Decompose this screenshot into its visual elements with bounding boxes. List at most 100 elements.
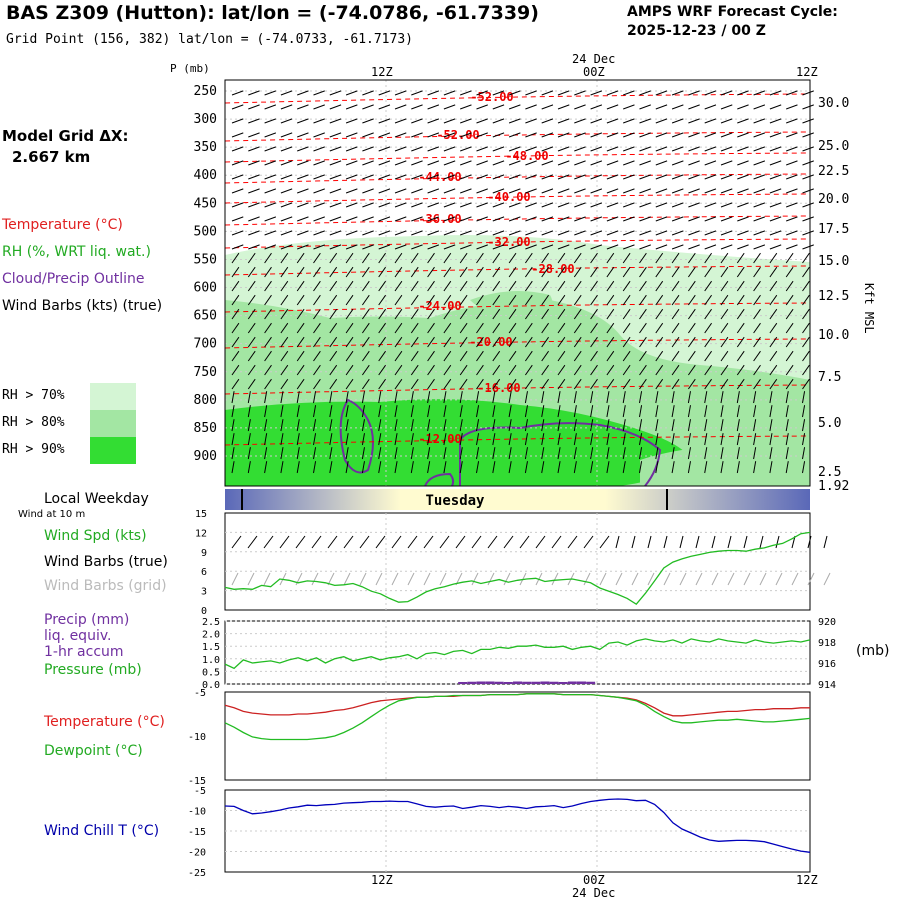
- wind-barb: [524, 294, 533, 306]
- wind-barb: [410, 336, 419, 348]
- surface-wind-barb: [295, 535, 306, 549]
- grid-wind-barb: [727, 572, 735, 586]
- wind-barb: [443, 104, 456, 110]
- wind-barb: [590, 160, 603, 166]
- wind-barb: [264, 308, 272, 320]
- wind-barb: [508, 280, 517, 292]
- wind-barb: [590, 252, 598, 264]
- wind-barb: [737, 160, 749, 166]
- wind-barb: [492, 405, 496, 418]
- wind-barb: [737, 216, 749, 222]
- wind-barb: [639, 244, 651, 250]
- wind-barb: [786, 104, 798, 110]
- wind-barb: [345, 405, 349, 418]
- wind-barb: [704, 118, 717, 124]
- wind-barb: [623, 90, 635, 96]
- wind-barb: [280, 433, 284, 446]
- wind-barb: [329, 118, 342, 124]
- wind-barb: [639, 419, 643, 432]
- wind-barb: [623, 202, 635, 208]
- wind-barb: [557, 433, 561, 446]
- wind-barb: [313, 378, 321, 390]
- wind-barb: [427, 433, 431, 446]
- wind-barb: [753, 447, 757, 460]
- wind-barb: [590, 419, 594, 432]
- wind-barb: [606, 244, 619, 250]
- wind-barb: [541, 118, 554, 124]
- wind-barb: [639, 146, 651, 152]
- wind-barb: [655, 132, 668, 138]
- wind-barb: [655, 146, 668, 152]
- wind-barb: [329, 146, 342, 152]
- wind-barb: [557, 174, 570, 180]
- wind-barb: [802, 378, 810, 390]
- wind-barb: [296, 391, 300, 404]
- wind-barb: [671, 266, 680, 278]
- wind-barb: [394, 132, 407, 138]
- wind-barb: [248, 244, 260, 250]
- wind-barb: [296, 419, 300, 432]
- wind-barb: [492, 118, 505, 124]
- legend-swatch-rh70: [90, 383, 136, 410]
- wind-barb: [541, 350, 549, 362]
- wind-barb: [476, 391, 480, 404]
- wind-barb: [231, 378, 240, 390]
- temperature-contour-label: -36.00: [418, 212, 461, 226]
- wind-barb: [606, 391, 610, 404]
- wind-barb: [525, 230, 537, 236]
- surface-wind-barb: [263, 535, 274, 549]
- wind-barb: [802, 461, 806, 474]
- wind-barb: [557, 405, 561, 418]
- label-wind-spd: Wind Spd (kts): [44, 528, 147, 544]
- wind-barb: [622, 294, 631, 306]
- wind-barb: [639, 104, 651, 110]
- wind-barb: [524, 405, 528, 418]
- wind-barb: [785, 405, 789, 418]
- wind-barb: [753, 174, 766, 180]
- wind-barb: [524, 419, 528, 432]
- wind-barb: [361, 461, 365, 474]
- wind-barb: [541, 104, 554, 110]
- cloud-outline-2: [459, 422, 662, 487]
- wind-barb: [296, 252, 305, 264]
- wind-barb: [280, 202, 293, 208]
- height-tick-label: 25.0: [818, 139, 849, 154]
- wind-barb: [557, 294, 566, 306]
- wind-barb: [655, 174, 668, 180]
- wind-barb: [671, 132, 684, 138]
- wind-barb: [639, 188, 651, 194]
- wind-barb: [313, 104, 325, 110]
- wind-barb: [459, 364, 468, 376]
- wind-barb: [248, 104, 260, 110]
- precip-bar: [485, 681, 495, 684]
- wind-barb: [378, 294, 386, 306]
- grid-wind-barb: [775, 572, 783, 586]
- wind-barb: [231, 188, 244, 194]
- wind-barb: [639, 447, 643, 460]
- temperature-line: [224, 693, 810, 717]
- wind-barb: [508, 378, 517, 390]
- wind-barb: [687, 294, 696, 306]
- wind-barb: [394, 336, 403, 348]
- pressure-tick-label: 500: [194, 224, 217, 239]
- wind-barb: [623, 160, 635, 166]
- wind-barb: [248, 216, 260, 222]
- wind-barb: [231, 294, 240, 306]
- wind-barb: [671, 104, 684, 110]
- wind-barb: [557, 104, 570, 110]
- wind-barb: [313, 188, 325, 194]
- wind-barb: [378, 419, 382, 432]
- precip-bar: [549, 681, 559, 684]
- wind-barb: [606, 336, 615, 348]
- wind-barb: [248, 132, 260, 138]
- wind-barb: [753, 378, 761, 390]
- wind-barb: [394, 202, 407, 208]
- wind-barb: [639, 90, 651, 96]
- wind-barb: [476, 118, 488, 124]
- wind-barb: [296, 280, 305, 292]
- grid-wind-barb: [583, 572, 591, 586]
- wind-barb: [737, 188, 749, 194]
- wind-barb: [394, 364, 403, 376]
- wind-barb: [622, 461, 626, 474]
- wind-barb: [557, 391, 561, 404]
